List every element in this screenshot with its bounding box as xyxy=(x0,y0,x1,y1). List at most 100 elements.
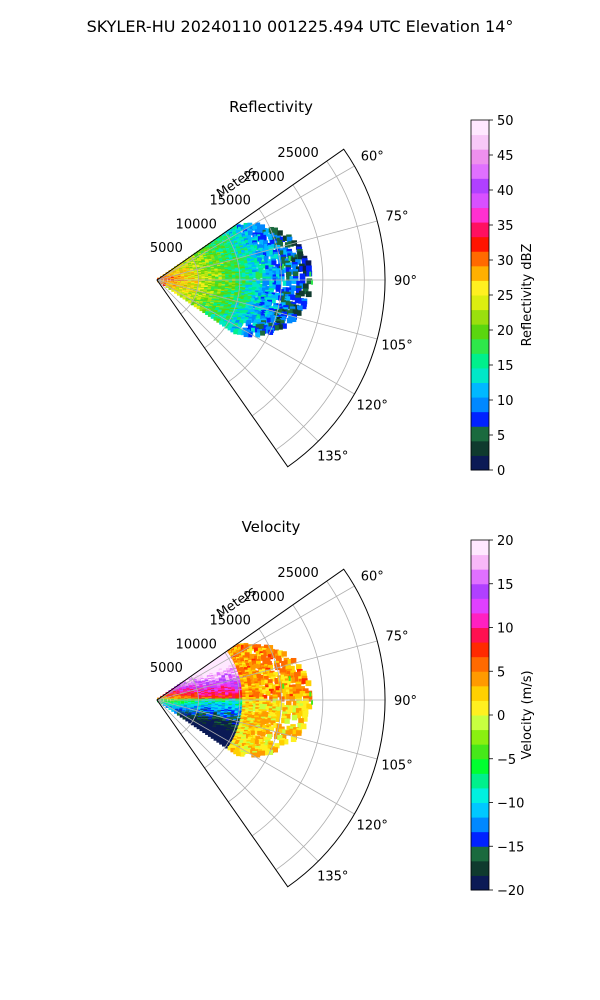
data-cell xyxy=(285,705,292,711)
polar-grid xyxy=(156,160,385,451)
data-cell xyxy=(299,278,306,285)
data-cell xyxy=(199,727,204,732)
data-cell xyxy=(299,290,305,297)
data-cell xyxy=(274,716,280,723)
data-cell xyxy=(261,680,266,686)
data-cell xyxy=(261,289,267,295)
data-cell xyxy=(302,270,309,277)
data-cell xyxy=(285,287,292,293)
azimuth-gridline xyxy=(156,640,378,701)
data-cell xyxy=(282,665,288,671)
radial-gridline xyxy=(228,208,282,383)
data-cell xyxy=(270,239,276,246)
data-cell xyxy=(295,266,302,272)
data-cell xyxy=(279,276,285,282)
data-cell xyxy=(291,714,298,721)
colorbar-tick-label: 30 xyxy=(497,254,514,269)
colorbar-step xyxy=(471,120,489,136)
colorbar-step xyxy=(471,236,489,252)
data-cell xyxy=(251,752,257,758)
data-cell xyxy=(237,646,243,652)
data-cell xyxy=(260,750,266,756)
data-cell xyxy=(263,676,269,681)
azimuth-tick-label: 120° xyxy=(357,818,388,833)
data-cell xyxy=(287,303,293,309)
data-cell xyxy=(264,259,270,265)
data-cell xyxy=(257,318,263,324)
data-cell xyxy=(295,259,301,265)
data-cell xyxy=(299,705,306,712)
data-cell xyxy=(227,746,232,751)
colorbar-step xyxy=(471,280,489,296)
data-cell xyxy=(279,320,285,326)
data-cell xyxy=(257,259,263,264)
data-cell xyxy=(236,751,241,757)
data-cell xyxy=(294,676,301,683)
data-cell xyxy=(264,739,270,745)
data-cell xyxy=(196,305,201,310)
data-cell xyxy=(252,703,257,709)
data-cell xyxy=(253,717,259,722)
data-cell xyxy=(263,312,269,318)
azimuth-tick-label: 60° xyxy=(361,570,384,585)
colorbar-step xyxy=(471,134,489,150)
data-cell xyxy=(176,712,180,716)
data-cell xyxy=(290,252,297,259)
data-cell xyxy=(289,308,295,315)
data-cell xyxy=(289,269,295,275)
azimuth-tick-label: 120° xyxy=(357,398,388,413)
data-cell xyxy=(302,688,309,695)
data-cell xyxy=(258,703,264,709)
data-cell xyxy=(255,650,261,656)
radial-gridline xyxy=(204,652,241,769)
data-cell xyxy=(277,734,283,741)
data-cell xyxy=(266,313,272,319)
data-cell xyxy=(289,728,295,735)
data-cell xyxy=(288,675,291,681)
data-cell xyxy=(266,650,272,656)
data-cell xyxy=(262,252,268,258)
colorbar-step xyxy=(471,411,489,427)
data-cell xyxy=(299,710,305,717)
data-cell xyxy=(252,700,257,705)
azimuth-gridline xyxy=(156,165,355,281)
data-cell xyxy=(271,243,277,249)
data-cell xyxy=(253,297,259,302)
data-cell xyxy=(282,235,289,241)
data-cell xyxy=(250,327,255,333)
data-cell xyxy=(255,332,261,338)
data-cell xyxy=(278,259,284,265)
data-cell xyxy=(230,747,235,753)
data-cell xyxy=(182,296,186,300)
data-cell xyxy=(255,736,261,741)
data-cell xyxy=(279,696,285,702)
data-cell xyxy=(296,693,302,700)
data-cell xyxy=(249,313,254,319)
data-cell xyxy=(278,295,284,301)
data-cell xyxy=(279,687,285,694)
data-cell xyxy=(282,729,288,735)
radial-tick-label: 20000 xyxy=(243,170,284,185)
radial-gridline xyxy=(204,232,241,349)
data-cell xyxy=(272,227,278,233)
data-cell xyxy=(256,675,262,681)
data-cell xyxy=(309,271,312,277)
data-cell xyxy=(262,698,268,704)
data-cell xyxy=(193,303,198,308)
data-cell xyxy=(244,644,250,650)
data-cell xyxy=(300,303,307,310)
data-cell xyxy=(282,694,289,700)
data-cell xyxy=(281,676,287,683)
data-cell xyxy=(296,305,303,312)
data-cell xyxy=(311,699,314,705)
data-cell xyxy=(281,717,287,724)
colorbar-step xyxy=(471,222,489,238)
data-cell xyxy=(295,730,302,736)
data-cell xyxy=(269,228,275,235)
data-cell xyxy=(276,305,282,311)
data-cell xyxy=(242,327,248,333)
colorbar-step xyxy=(471,265,489,281)
data-cell xyxy=(240,644,246,650)
data-cell xyxy=(275,270,281,276)
data-cell xyxy=(258,292,263,298)
